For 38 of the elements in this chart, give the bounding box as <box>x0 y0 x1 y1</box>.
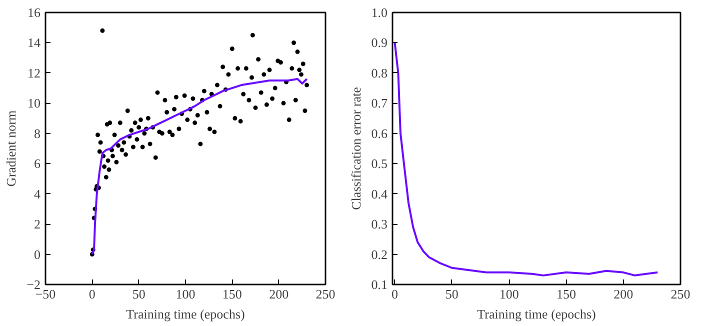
x-tick-label: 250 <box>670 286 690 302</box>
y-tick-label: 0 <box>34 246 40 262</box>
y-tick-label: 14 <box>28 35 41 50</box>
y-axis-title: Classification error rate <box>348 86 364 210</box>
y-tick-label: 10 <box>28 96 40 111</box>
y-tick-label: 0.1 <box>371 277 388 292</box>
y-tick-label: 1.0 <box>371 5 388 20</box>
y-tick-label: 4 <box>34 186 41 202</box>
y-tick-label: 0.2 <box>371 246 388 262</box>
x-tick-label: 100 <box>499 286 519 302</box>
x-tick-label: 50 <box>445 286 458 302</box>
line-series <box>91 78 308 256</box>
x-tick-label: 150 <box>556 286 576 302</box>
y-axis-title: Gradient norm <box>4 110 19 187</box>
x-tick-label: 0 <box>392 286 398 302</box>
y-tick-label: 0.5 <box>371 156 388 172</box>
x-tick-label: 0 <box>88 286 96 302</box>
y-tick-label: 8 <box>34 126 40 141</box>
x-tick-label: 150 <box>222 286 242 302</box>
y-tick-label: 0.3 <box>371 216 388 232</box>
y-tick-label: 0.9 <box>371 35 388 50</box>
x-axis-title: Training time (epochs) <box>126 306 245 322</box>
y-tick-label: 0.6 <box>371 126 388 141</box>
x-tick-label: 250 <box>316 286 336 302</box>
x-tick-label: 200 <box>614 286 634 302</box>
y-tick-label: 12 <box>28 65 40 80</box>
y-tick-label: 2 <box>34 216 40 232</box>
y-tick-label: 0.4 <box>371 186 388 202</box>
x-tick-label: 50 <box>132 286 146 302</box>
y-tick-label: 16 <box>28 5 41 20</box>
y-tick-label: 6 <box>34 156 41 172</box>
line-series <box>394 42 659 276</box>
x-tick-label: 200 <box>269 286 289 302</box>
x-axis-title: Training time (epochs) <box>477 306 596 322</box>
y-tick-label: 0.8 <box>371 65 388 80</box>
x-tick-label: 100 <box>176 286 196 302</box>
y-tick-label: 0.7 <box>371 96 388 111</box>
y-tick-label: −2 <box>26 277 41 292</box>
